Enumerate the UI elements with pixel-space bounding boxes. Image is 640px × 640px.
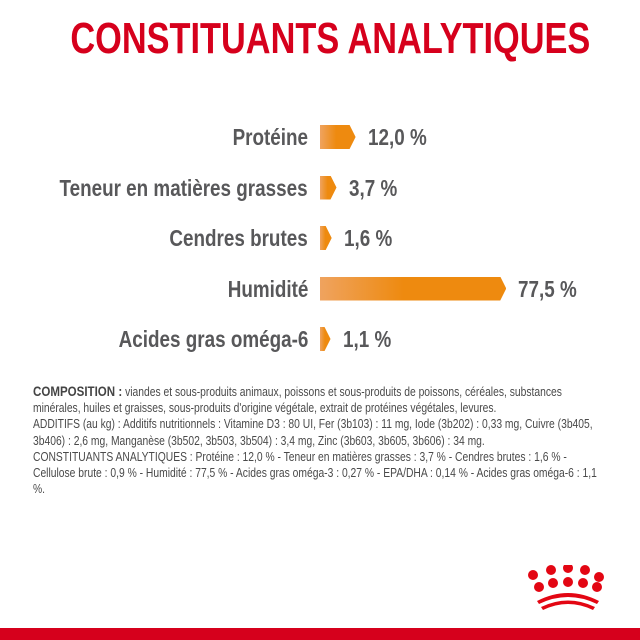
bar-chart: Protéine 12,0 % Teneur en matières grasses…: [59, 124, 577, 352]
composition-text: COMPOSITION : viandes et sous-produits a…: [33, 383, 611, 497]
value-label: 1,6 %: [343, 225, 392, 251]
bar: [320, 125, 356, 149]
value-label: 12,0 %: [367, 124, 427, 150]
value-label: 1,1 %: [342, 326, 391, 352]
bar: [320, 277, 506, 301]
category-label: Acides gras oméga-6: [118, 326, 308, 352]
bar: [320, 176, 337, 200]
royal-canin-crown-icon: [528, 565, 604, 610]
additifs-text: ADDITIFS (au kg) : Additifs nutritionnel…: [33, 417, 593, 448]
bar: [320, 327, 331, 351]
composition-heading: COMPOSITION :: [33, 383, 123, 399]
category-label: Teneur en matières grasses: [59, 174, 308, 201]
footer-band: [0, 628, 640, 640]
category-label: Humidité: [227, 275, 308, 302]
value-label: 77,5 %: [518, 275, 577, 302]
category-label: Protéine: [232, 124, 308, 150]
category-label: Cendres brutes: [169, 225, 308, 251]
chart-title: CONSTITUANTS ANALYTIQUES: [70, 14, 591, 63]
composition-body: viandes et sous-produits animaux, poisso…: [33, 385, 562, 416]
bar: [320, 226, 332, 250]
constituants-text: CONSTITUANTS ANALYTIQUES : Protéine : 12…: [33, 449, 597, 497]
value-label: 3,7 %: [348, 174, 397, 201]
